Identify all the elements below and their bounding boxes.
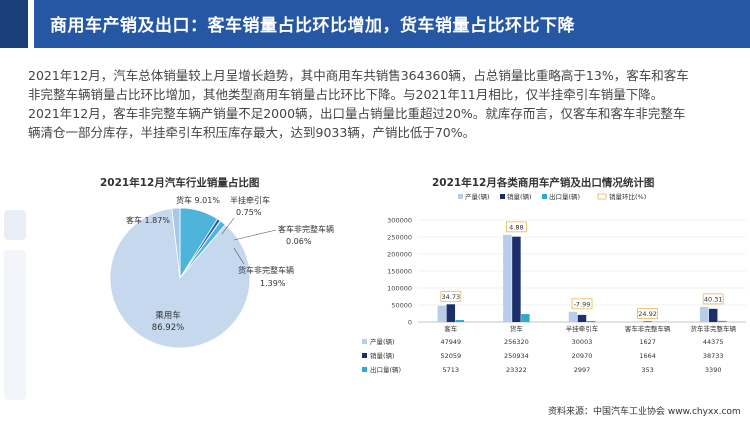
pie-label: 0.06%: [286, 237, 312, 246]
x-tick-label: 客车非完整车辆: [625, 324, 671, 333]
bar-chart-title: 2021年12月各类商用车产销及出口情况统计图: [432, 177, 655, 189]
table-cell: 20970: [572, 352, 593, 360]
table-row-label: 产量(辆): [370, 337, 395, 346]
mom-label: -7.99: [574, 300, 591, 308]
watermark-logo-icon: [4, 210, 26, 400]
legend-swatch: [500, 194, 505, 199]
table-cell: 30003: [572, 338, 593, 346]
mom-label: 34.73: [441, 293, 460, 301]
table-swatch: [362, 353, 367, 358]
table-cell: 1627: [639, 338, 656, 346]
legend-label: 产量(辆): [465, 192, 490, 201]
y-tick-label: 50000: [391, 302, 412, 310]
summary-line: 非完整车辆销量占比环比增加，其他类型商用车销量占比环比下降。与2021年11月相…: [28, 87, 664, 102]
table-cell: 256320: [504, 338, 529, 346]
bar: [512, 236, 521, 322]
legend-swatch: [542, 194, 547, 199]
bar: [521, 314, 530, 322]
mom-box: [505, 221, 527, 233]
mom-box: [702, 293, 724, 305]
pie-chart: 乘用车 86.92% 客车 1.87% 货车 9.01% 半挂牵引车 0.75% 客车非完整…: [110, 195, 334, 349]
mom-label: 24.92: [638, 310, 657, 318]
mom-box: [440, 290, 462, 302]
title-bar-background: [34, 0, 750, 48]
page-title: 商用车产销及出口：客车销量占比环比增加，货车销量占比环比下降: [50, 16, 575, 36]
pie-leader-line: [233, 229, 277, 241]
legend-swatch: [458, 194, 463, 199]
x-tick-label: 货车非完整车辆: [690, 324, 736, 333]
legend-label: 销量(辆): [507, 192, 532, 201]
table-swatch: [362, 339, 367, 344]
summary-line: 辆清仓一部分库存，半挂牵引车积压库存最大，达到9033辆，产销比低于70%。: [28, 125, 476, 140]
y-tick-label: 200000: [387, 251, 412, 259]
pie-label: 客车 1.87%: [126, 215, 170, 225]
summary-line: 2021年12月，汽车总体销量较上月呈增长趋势，其中商用车共销售364360辆，…: [28, 68, 689, 83]
table-row-label: 出口量(辆): [370, 365, 401, 374]
table-swatch: [362, 367, 367, 372]
table-cell: 38733: [703, 352, 724, 360]
pie-label: 0.75%: [236, 208, 262, 217]
mom-label: 40.31: [704, 295, 723, 303]
mom-label: 4.88: [509, 223, 523, 231]
x-tick-label: 货车: [510, 324, 524, 333]
table-cell: 1664: [639, 352, 656, 360]
pie-leader-line: [233, 247, 245, 265]
pie-slice: [171, 207, 181, 279]
legend-swatch: [597, 193, 607, 200]
table-cell: 3390: [705, 366, 722, 374]
y-tick-label: 250000: [387, 234, 412, 242]
bar: [708, 308, 718, 322]
x-tick-label: 半挂牵引车: [566, 324, 599, 333]
y-tick-label: 150000: [387, 268, 412, 276]
pie-label: 客车非完整车辆: [278, 224, 334, 234]
summary-paragraph: 2021年12月，汽车总体销量较上月呈增长趋势，其中商用车共销售364360辆，…: [28, 66, 728, 142]
pie-slice: [110, 208, 251, 349]
pie-chart-title: 2021年12月汽车行业销量占比图: [100, 177, 260, 189]
mom-box: [571, 298, 593, 310]
bar: [568, 311, 578, 322]
bar-chart: 产量(辆) 销量(辆) 出口量(辆) 销量环比(%) 0 50000 100000 15000…: [362, 192, 746, 374]
pie-label: 86.92%: [152, 323, 184, 333]
bar: [643, 321, 652, 322]
y-tick-label: 300000: [387, 217, 412, 225]
legend-label: 销量环比(%): [609, 192, 646, 201]
table-row-label: 销量(辆): [370, 351, 395, 360]
pie-label: 1.39%: [260, 279, 286, 288]
pie-label: 半挂牵引车: [230, 195, 270, 205]
table-cell: 44375: [703, 338, 724, 346]
bar: [634, 321, 643, 322]
summary-line: 2021年12月，客车非完整车辆产销量不足2000辆，出口量占销量比重超过20%…: [28, 106, 686, 121]
pie-label: 货车非完整车辆: [238, 265, 294, 275]
bar: [717, 320, 727, 322]
table-cell: 52059: [440, 352, 461, 360]
table-cell: 2997: [574, 366, 591, 374]
pie-label: 货车 9.01%: [176, 195, 220, 205]
y-tick-label: 100000: [387, 285, 412, 293]
bar: [437, 305, 447, 322]
table-cell: 250934: [504, 352, 529, 360]
table-cell: 47949: [440, 338, 461, 346]
y-tick-label: 0: [408, 319, 412, 327]
pie-leader-line: [221, 217, 235, 235]
table-cell: 353: [641, 366, 653, 374]
table-cell: 5713: [443, 366, 460, 374]
bar: [699, 306, 709, 322]
title-bar: 商用车产销及出口：客车销量占比环比增加，货车销量占比环比下降: [0, 0, 750, 48]
pie-label: 乘用车: [155, 310, 181, 321]
x-tick-label: 客车: [444, 324, 458, 333]
bar: [586, 320, 596, 322]
title-bar-accent: [0, 0, 28, 48]
bar: [455, 320, 465, 322]
bar: [577, 314, 587, 322]
bar: [503, 234, 512, 322]
source-note: 资料来源：中国汽车工业协会 www.chyxx.com: [548, 407, 741, 417]
mom-box: [637, 308, 659, 319]
legend-label: 出口量(辆): [549, 192, 580, 201]
bar: [446, 304, 456, 322]
table-cell: 23322: [506, 366, 527, 374]
